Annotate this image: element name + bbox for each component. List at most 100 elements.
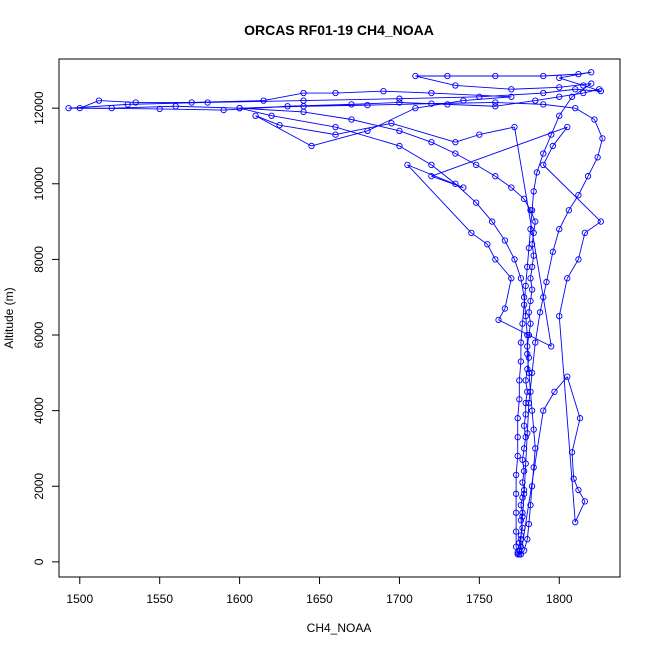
data-point [517, 502, 525, 509]
data-point [520, 195, 528, 203]
series-segment [159, 108, 224, 111]
data-point [520, 547, 528, 554]
series-segment [522, 448, 525, 460]
data-point [300, 103, 307, 110]
series-segment [558, 210, 570, 230]
series-segment [536, 153, 544, 173]
series-segment [584, 221, 602, 234]
series-segment [498, 308, 506, 321]
data-point [528, 241, 536, 248]
series-segment [525, 380, 528, 392]
x-tick-label: 1800 [546, 592, 573, 606]
data-point [517, 543, 525, 550]
data-point [508, 184, 515, 191]
y-axis-label: Altitude (m) [2, 287, 16, 348]
data-point [516, 547, 523, 554]
data-point [132, 99, 139, 106]
series-segment [111, 105, 176, 109]
data-point [525, 520, 533, 528]
data-point [528, 263, 536, 271]
data-point [540, 161, 547, 169]
data-point [517, 358, 525, 365]
data-point [575, 486, 582, 494]
series-segment [311, 130, 368, 147]
series-segment [520, 323, 523, 343]
data-point [492, 72, 499, 80]
data-point [527, 388, 534, 395]
plot-frame [58, 58, 621, 578]
data-point [428, 173, 435, 180]
series-segment [558, 316, 576, 523]
series-segment [431, 164, 456, 185]
y-tick-label: 4000 [32, 397, 46, 424]
data-point [543, 278, 550, 286]
data-point [540, 101, 547, 108]
data-point [472, 199, 480, 206]
data-point [540, 407, 547, 414]
series-segment [255, 115, 280, 126]
y-tick-label: 6000 [32, 321, 46, 348]
data-point [236, 105, 243, 112]
data-point [564, 123, 571, 131]
series-segment [455, 153, 477, 166]
data-point [575, 191, 582, 199]
data-point [596, 86, 603, 93]
series-segment [79, 107, 160, 110]
series-segment [515, 455, 519, 475]
data-point [572, 105, 579, 112]
series-segment [520, 278, 525, 298]
series-segment [495, 100, 536, 107]
data-point [597, 87, 604, 95]
data-point [188, 99, 195, 106]
series-segment [550, 115, 560, 135]
series-segment [559, 77, 584, 86]
series-segment [528, 300, 531, 313]
series-segment [407, 164, 472, 234]
data-point [519, 456, 526, 463]
series-segment [431, 126, 568, 177]
data-point [532, 218, 539, 225]
data-point [568, 449, 576, 456]
data-point [284, 103, 291, 110]
series-segment [303, 111, 352, 120]
series-segment [531, 255, 535, 268]
series-segment [463, 96, 512, 102]
data-point [300, 89, 307, 97]
y-tick-label: 10000 [32, 167, 46, 201]
data-point [428, 161, 435, 169]
data-point [564, 373, 571, 380]
data-point [524, 388, 531, 395]
series-segment [407, 164, 464, 188]
data-point [572, 519, 579, 526]
series-segment [495, 102, 544, 105]
x-tick-label: 1700 [386, 592, 413, 606]
series-segment [533, 429, 536, 449]
data-point [520, 445, 528, 452]
series-segment [335, 122, 392, 136]
data-point [549, 248, 557, 255]
data-point [492, 103, 499, 110]
series-segment [383, 90, 432, 94]
series-segment [546, 251, 554, 283]
series-segment [531, 410, 535, 430]
data-point [522, 399, 529, 407]
data-point [508, 93, 515, 100]
data-point [511, 123, 518, 131]
data-point [564, 275, 571, 282]
data-point [597, 218, 604, 225]
data-point [404, 161, 411, 169]
data-point [468, 229, 475, 237]
series-segment [530, 210, 533, 230]
data-point [516, 377, 523, 384]
data-point [517, 536, 525, 543]
series-segment [367, 103, 432, 106]
data-point [575, 256, 582, 263]
series-segment [399, 102, 448, 105]
series-segment [530, 266, 533, 279]
data-point [476, 131, 483, 138]
series-segment [594, 119, 603, 139]
series-segment [528, 505, 531, 525]
series-segment [533, 221, 536, 233]
data-point [524, 331, 531, 339]
series-segment [522, 471, 525, 483]
